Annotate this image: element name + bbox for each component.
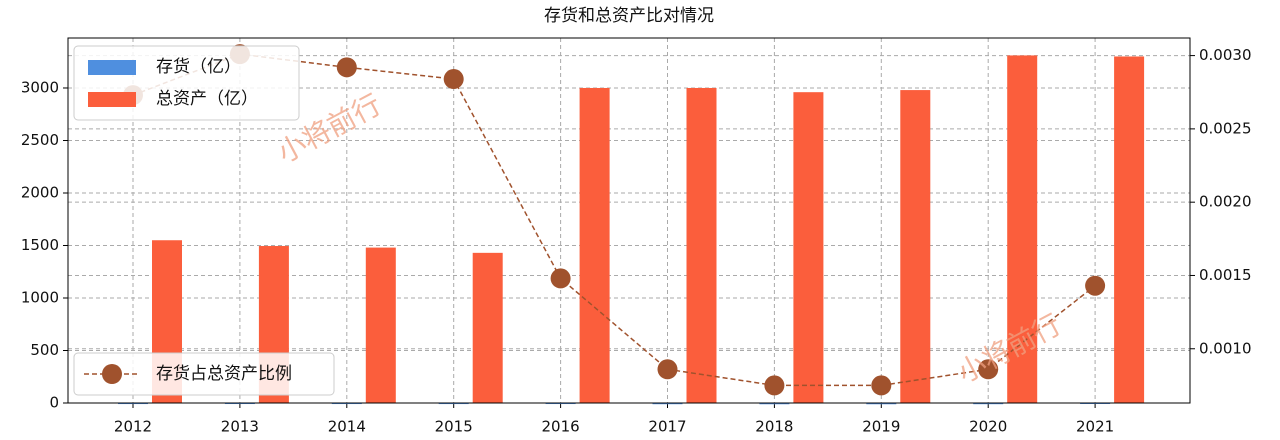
marker — [336, 57, 357, 78]
y2-tick-label: 0.0030 — [1199, 46, 1252, 64]
y2-tick-label: 0.0010 — [1199, 339, 1252, 357]
marker — [657, 359, 678, 380]
x-tick-label: 2018 — [755, 418, 793, 436]
chart-title: 存货和总资产比对情况 — [544, 6, 714, 26]
bar — [579, 87, 610, 404]
marker — [1085, 275, 1106, 296]
marker — [871, 375, 892, 396]
marker — [764, 375, 785, 396]
legend-swatch — [88, 92, 136, 107]
legend-swatch — [102, 364, 122, 384]
bar — [686, 87, 717, 404]
plot-frame — [67, 37, 1191, 404]
legend-label: 总资产（亿） — [156, 89, 258, 109]
marker — [550, 268, 571, 289]
x-tick-label: 2015 — [435, 418, 473, 436]
legend-label: 存货占总资产比例 — [156, 364, 292, 384]
bar — [900, 90, 931, 403]
bar — [793, 92, 824, 403]
x-tick-label: 2021 — [1076, 418, 1114, 436]
legend-swatch — [88, 60, 136, 75]
x-tick-label: 2012 — [114, 418, 152, 436]
marker — [978, 359, 999, 380]
x-tick-label: 2020 — [969, 418, 1007, 436]
legend-box — [73, 352, 335, 396]
x-tick-label: 2016 — [542, 418, 580, 436]
bar — [1114, 56, 1145, 403]
bar — [759, 402, 790, 405]
y-tick-label: 2500 — [21, 131, 59, 149]
y-tick-label: 2000 — [21, 183, 59, 201]
y-tick-label: 0 — [49, 394, 59, 412]
x-tick-label: 2013 — [221, 418, 259, 436]
bar — [866, 402, 897, 405]
marker — [443, 69, 464, 90]
y-tick-label: 1000 — [21, 288, 59, 306]
x-tick-label: 2017 — [648, 418, 686, 436]
bar — [1007, 55, 1038, 403]
x-tick-label: 2019 — [862, 418, 900, 436]
y2-tick-label: 0.0025 — [1199, 119, 1252, 137]
y2-tick-label: 0.0015 — [1199, 266, 1252, 284]
x-tick-label: 2014 — [328, 418, 366, 436]
y-tick-label: 3000 — [21, 78, 59, 96]
y-tick-label: 1500 — [21, 236, 59, 254]
y2-tick-label: 0.0020 — [1199, 193, 1252, 211]
bar — [365, 247, 396, 403]
legend-label: 存货（亿） — [156, 57, 241, 77]
y-tick-label: 500 — [30, 341, 59, 359]
bar — [472, 252, 503, 403]
